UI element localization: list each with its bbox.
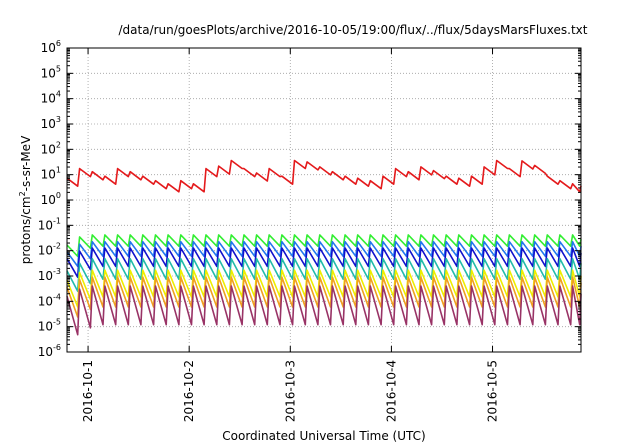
y-axis-label: protons/cm2-s-sr-MeV — [18, 135, 33, 264]
series-group — [66, 159, 582, 336]
y-axis-label-post: -s-sr-MeV — [19, 135, 33, 191]
y-tick-label: 100 — [41, 191, 61, 207]
x-tick-label: 2016-10-3 — [283, 360, 297, 422]
series-line-8 — [66, 285, 582, 336]
x-tick-label: 2016-10-4 — [384, 360, 398, 422]
y-tick-label: 10-6 — [38, 343, 61, 359]
grid — [67, 48, 581, 352]
y-tick-label: 102 — [41, 140, 61, 156]
x-tick-label: 2016-10-1 — [81, 360, 95, 422]
y-axis-label-sup: 2 — [18, 191, 27, 196]
x-tick-label: 2016-10-2 — [182, 360, 196, 422]
y-axis-label-pre: protons/cm — [19, 196, 33, 264]
y-tick-label: 10-5 — [38, 318, 61, 334]
y-tick-label: 10-1 — [38, 216, 61, 232]
y-tick-label: 10-4 — [38, 292, 61, 308]
y-tick-label: 106 — [41, 39, 61, 55]
series-line-5 — [66, 257, 582, 293]
y-tick-label: 104 — [41, 90, 61, 106]
x-axis-label: Coordinated Universal Time (UTC) — [222, 429, 425, 443]
plot-frame — [66, 47, 582, 353]
x-tick-label: 2016-10-5 — [486, 360, 500, 422]
y-tick-label: 101 — [41, 166, 61, 182]
series-line-3 — [66, 240, 582, 268]
series-line-4 — [66, 247, 582, 279]
y-tick-label: 10-3 — [38, 267, 61, 283]
axis-ticks: 10-6 10-5 10-4 10-3 10-2 10-1 100 101 102 103 104 1… — [38, 39, 581, 422]
series-line-1 — [66, 159, 582, 193]
chart-title: /data/run/goesPlots/archive/2016-10-05/1… — [119, 23, 588, 37]
y-tick-label: 10-2 — [38, 242, 61, 258]
series-line-2 — [66, 234, 582, 258]
y-tick-label: 103 — [41, 115, 61, 131]
y-tick-label: 105 — [41, 64, 61, 80]
